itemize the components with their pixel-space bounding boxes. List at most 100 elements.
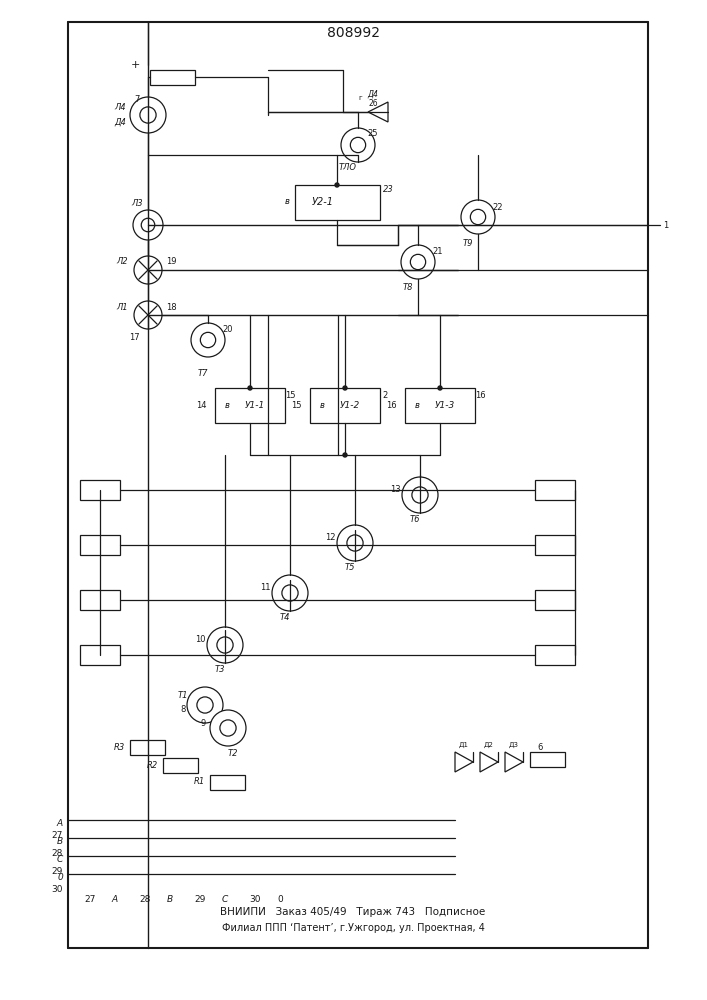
Circle shape: [337, 525, 373, 561]
Text: г: г: [358, 95, 362, 101]
Text: T8: T8: [403, 284, 414, 292]
Text: 9: 9: [200, 718, 206, 728]
Text: Л2: Л2: [117, 257, 128, 266]
Circle shape: [412, 487, 428, 503]
Circle shape: [351, 137, 366, 153]
Circle shape: [140, 107, 156, 123]
Text: С: С: [57, 854, 63, 863]
Text: У1-1: У1-1: [245, 400, 265, 410]
Text: 20: 20: [223, 326, 233, 334]
Circle shape: [141, 218, 155, 232]
Circle shape: [343, 386, 347, 390]
Text: ТЛО: ТЛО: [339, 163, 357, 172]
Text: 10: 10: [194, 636, 205, 645]
Text: T7: T7: [198, 368, 209, 377]
Circle shape: [191, 323, 225, 357]
Text: У1-3: У1-3: [435, 400, 455, 410]
Text: 1: 1: [663, 221, 668, 230]
Text: в: в: [320, 400, 325, 410]
Text: 15: 15: [285, 391, 296, 400]
Text: 27: 27: [84, 896, 95, 904]
Text: С: С: [222, 896, 228, 904]
Circle shape: [438, 386, 442, 390]
Text: Д4: Д4: [114, 117, 126, 126]
Text: 18: 18: [166, 302, 177, 312]
Text: T5: T5: [345, 564, 355, 572]
Text: ВНИИПИ   Заказ 405/49   Тираж 743   Подписное: ВНИИПИ Заказ 405/49 Тираж 743 Подписное: [221, 907, 486, 917]
Circle shape: [347, 535, 363, 551]
Polygon shape: [368, 102, 388, 122]
Text: 21: 21: [433, 247, 443, 256]
Circle shape: [461, 200, 495, 234]
Text: А: А: [112, 896, 118, 904]
Text: 29: 29: [52, 866, 63, 876]
Bar: [80, 645, 120, 665]
Circle shape: [272, 575, 308, 611]
Text: 23: 23: [382, 186, 393, 194]
Circle shape: [470, 209, 486, 225]
Circle shape: [248, 386, 252, 390]
Text: +: +: [131, 60, 140, 70]
Text: 0: 0: [277, 896, 283, 904]
Bar: [295, 185, 380, 220]
Text: 808992: 808992: [327, 26, 380, 40]
Circle shape: [207, 627, 243, 663]
Circle shape: [341, 128, 375, 162]
Text: Д1: Д1: [459, 742, 469, 748]
Circle shape: [200, 332, 216, 348]
Bar: [405, 388, 475, 423]
Text: 13: 13: [390, 486, 400, 494]
Text: T4: T4: [280, 613, 291, 622]
Text: T6: T6: [410, 516, 420, 524]
Text: А: А: [57, 818, 63, 828]
Circle shape: [282, 585, 298, 601]
Bar: [130, 740, 165, 755]
Text: 26: 26: [368, 99, 378, 107]
Text: T2: T2: [228, 748, 238, 758]
Bar: [80, 590, 120, 610]
Text: Д4: Д4: [368, 90, 378, 99]
Circle shape: [130, 97, 166, 133]
Text: 14: 14: [197, 400, 207, 410]
Text: 30: 30: [250, 896, 261, 904]
Text: в: в: [285, 198, 290, 207]
Bar: [80, 535, 120, 555]
Circle shape: [133, 210, 163, 240]
Circle shape: [401, 245, 435, 279]
Text: 16: 16: [474, 391, 485, 400]
Text: Д3: Д3: [509, 742, 519, 748]
Text: Л4: Л4: [115, 104, 126, 112]
Bar: [535, 590, 575, 610]
Text: 30: 30: [52, 884, 63, 894]
Text: Д2: Д2: [484, 742, 494, 748]
Bar: [163, 758, 198, 773]
Circle shape: [134, 256, 162, 284]
Text: R1: R1: [194, 778, 205, 786]
Text: T9: T9: [463, 238, 473, 247]
Bar: [80, 480, 120, 500]
Text: R2: R2: [147, 760, 158, 770]
Text: R3: R3: [114, 742, 125, 752]
Circle shape: [134, 301, 162, 329]
Text: Филиал ППП ‘Патент’, г.Ужгород, ул. Проектная, 4: Филиал ППП ‘Патент’, г.Ужгород, ул. Прое…: [221, 923, 484, 933]
Text: 25: 25: [368, 128, 378, 137]
Text: В: В: [167, 896, 173, 904]
Text: 22: 22: [493, 202, 503, 212]
Circle shape: [343, 453, 347, 457]
Bar: [535, 480, 575, 500]
Text: 19: 19: [166, 257, 177, 266]
Bar: [535, 535, 575, 555]
Text: в: в: [225, 400, 230, 410]
Circle shape: [210, 710, 246, 746]
Circle shape: [402, 477, 438, 513]
Bar: [210, 775, 245, 790]
Bar: [150, 70, 195, 85]
Text: 15: 15: [291, 400, 302, 410]
Text: 0: 0: [57, 872, 63, 882]
Polygon shape: [455, 752, 473, 772]
Text: T3: T3: [215, 666, 226, 674]
Circle shape: [217, 637, 233, 653]
Text: 28: 28: [139, 896, 151, 904]
Text: 27: 27: [52, 830, 63, 840]
Circle shape: [220, 720, 236, 736]
